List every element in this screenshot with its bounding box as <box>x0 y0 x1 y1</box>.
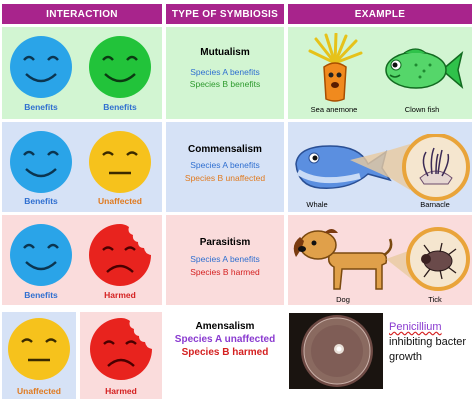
clown-fish-icon <box>385 48 464 90</box>
row3-interaction-cell: Benefits Harmed <box>2 215 162 305</box>
neutral-face-icon <box>8 318 70 380</box>
happy-face-icon <box>89 36 151 98</box>
row1-example-cell: Sea anemone Clown fish <box>288 27 472 119</box>
row1-symbiosis-title: Mutualism <box>200 47 250 58</box>
row4-species-a: Species A unaffected <box>174 334 276 345</box>
row2-example-left-caption: Whale <box>306 200 328 209</box>
row2-example-cell: Whale Barnacle <box>288 122 472 212</box>
row2-face2-label: Unaffected <box>98 196 142 206</box>
row4-species-b: Species B harmed <box>181 347 269 358</box>
row4-face1-label: Unaffected <box>17 386 61 396</box>
row4-face1-cell: Unaffected <box>2 312 76 399</box>
row2-face1-label: Benefits <box>24 196 58 206</box>
whale-barnacle-icon <box>295 134 470 201</box>
row4-example-line1: inhibiting bacter <box>389 336 467 348</box>
header-interaction: INTERACTION <box>2 4 162 24</box>
sad-bitten-face-icon <box>89 224 151 286</box>
row3-species-a: Species A benefits <box>190 254 260 264</box>
neutral-face-icon <box>89 131 151 193</box>
row2-symbiosis-title: Commensalism <box>188 144 262 155</box>
row1-example-left-caption: Sea anemone <box>310 105 358 114</box>
row1-example-right-caption: Clown fish <box>404 105 440 114</box>
row3-face2-label: Harmed <box>104 290 136 300</box>
row3-face1-label: Benefits <box>24 290 58 300</box>
row3-type-cell: Parasitism Species A benefits Species B … <box>166 215 284 305</box>
row4-example-title: Penicillium <box>389 321 442 333</box>
row3-species-b: Species B harmed <box>190 267 260 277</box>
dog-tick-icon <box>293 227 470 291</box>
row2-type-cell: Commensalism Species A benefits Species … <box>166 122 284 212</box>
row1-face1-label: Benefits <box>24 102 58 112</box>
row1-species-a: Species A benefits <box>190 67 260 77</box>
sea-anemone-icon <box>308 33 363 102</box>
row4-face2-label: Harmed <box>105 386 137 396</box>
row1-face2-label: Benefits <box>103 102 137 112</box>
row1-species-b: Species B benefits <box>189 79 261 89</box>
row3-symbiosis-title: Parasitism <box>199 237 251 248</box>
sad-bitten-face-icon <box>90 318 152 380</box>
row2-species-b: Species B unaffected <box>184 173 266 183</box>
header-type-of-symbiosis: TYPE OF SYMBIOSIS <box>166 4 284 24</box>
row3-example-right-caption: Tick <box>428 295 442 304</box>
row4-face2-cell: Harmed <box>80 312 162 399</box>
row3-example-cell: Dog Tick <box>288 215 472 305</box>
row1-interaction-cell: Benefits Benefits <box>2 27 162 119</box>
row4-example-line2: growth <box>389 351 423 363</box>
header-example: EXAMPLE <box>288 4 472 24</box>
penicillium-petri-dish-image <box>289 313 383 389</box>
row2-species-a: Species A benefits <box>190 160 260 170</box>
row3-example-left-caption: Dog <box>336 295 350 304</box>
row4-symbiosis-title: Amensalism <box>195 321 255 332</box>
row2-interaction-cell: Benefits Unaffected <box>2 122 162 212</box>
row1-type-cell: Mutualism Species A benefits Species B b… <box>166 27 284 119</box>
row2-example-right-caption: Barnacle <box>420 200 450 209</box>
happy-face-icon <box>10 131 72 193</box>
happy-face-icon <box>10 36 72 98</box>
happy-face-icon <box>10 224 72 286</box>
